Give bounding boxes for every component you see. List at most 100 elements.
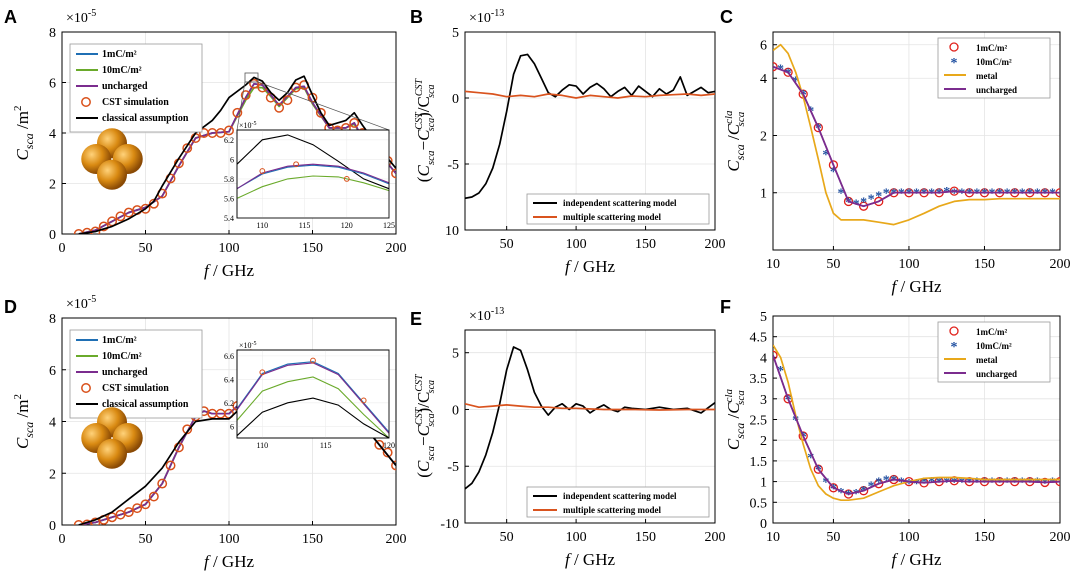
inset-y-tick-label: 5.8 xyxy=(224,175,234,184)
x-tick-label: 200 xyxy=(705,237,726,252)
y-multiplier: ×10-13 xyxy=(469,8,504,26)
inset-multiplier-exponent: -5 xyxy=(252,121,257,127)
x-axis-var: f xyxy=(204,261,211,280)
series-line-uncharged-top xyxy=(773,65,1060,208)
10mc-marker: * xyxy=(1026,476,1033,491)
legend-label-independent-scattering-model: independent scattering model xyxy=(563,198,677,208)
10mc-marker: * xyxy=(1011,476,1018,491)
10mc-marker: * xyxy=(943,476,950,491)
10mc-marker: * xyxy=(996,476,1003,491)
1mc-marker xyxy=(773,350,778,360)
y-multiplier-exponent: -13 xyxy=(491,306,504,317)
10mc-marker: * xyxy=(981,187,988,202)
10mc-marker: * xyxy=(830,165,837,180)
x-tick-label: 50 xyxy=(500,237,514,252)
legend-label-classical-assumption: classical assumption xyxy=(102,399,189,410)
inset-y-tick-label: 6.2 xyxy=(224,136,234,145)
panel-label-e: E xyxy=(410,309,422,329)
y-tick-label: 4 xyxy=(760,72,767,87)
x-axis-label: f / GHz xyxy=(565,550,616,569)
legend-label-classical-assumption: classical assumption xyxy=(102,113,189,124)
1mc-marker xyxy=(828,160,839,170)
inset-y-tick-label: 5.4 xyxy=(224,214,234,223)
cst-marker xyxy=(232,107,243,118)
y-axis-label: Csca /m2 xyxy=(12,105,36,160)
10mc-marker: * xyxy=(890,187,897,202)
1mc-marker xyxy=(798,431,808,441)
series-line-metal xyxy=(773,43,1060,226)
inset-cst-marker xyxy=(259,168,266,174)
x-axis-var: f xyxy=(565,550,572,569)
x-tick-label: 50 xyxy=(500,530,514,545)
y-multiplier-exponent: -5 xyxy=(88,8,96,19)
y-tick-label: 4 xyxy=(760,351,767,366)
x-tick-label: 150 xyxy=(974,257,995,272)
y-tick-label: 4.5 xyxy=(750,331,768,346)
inset-y-tick-label: 6.4 xyxy=(224,375,234,384)
cst-marker xyxy=(157,478,168,489)
x-axis-unit: / GHz xyxy=(570,550,616,569)
y-tick-label: 6 xyxy=(760,39,767,54)
y-tick-label: 1 xyxy=(760,476,767,491)
inset-line-classical-assumption xyxy=(236,134,390,190)
y-multiplier: ×10-5 xyxy=(66,8,96,26)
inset-x-tick-label: 125 xyxy=(383,221,395,230)
inset-y-tick-label: 6.2 xyxy=(224,399,234,408)
cst-marker xyxy=(182,424,193,435)
10mc-marker: * xyxy=(898,187,905,202)
legend-marker xyxy=(949,326,959,336)
x-tick-label: 200 xyxy=(386,532,407,547)
series-line-uncharged-top xyxy=(773,355,1060,495)
10mc-marker: * xyxy=(905,477,912,492)
10mc-marker: * xyxy=(958,187,965,202)
y-multiplier-exponent: -5 xyxy=(88,294,96,305)
cst-marker xyxy=(140,203,151,214)
x-tick-label: 10 xyxy=(766,257,780,272)
inset-line-1mc-m xyxy=(236,164,390,190)
cst-marker xyxy=(240,90,251,101)
y-tick-label: 2 xyxy=(49,178,56,193)
inset-frame xyxy=(236,129,390,219)
inset-a: 5.4 5.6 5.8 6 6.2 110 115 120 125 ×10-5 xyxy=(224,72,395,230)
y-tick-label: 1 xyxy=(760,187,767,202)
y-tick-label: 8 xyxy=(49,26,56,41)
y-tick-label: 5 xyxy=(452,26,459,41)
legend-label-independent-scattering-model: independent scattering model xyxy=(563,491,677,501)
y-tick-label: 2 xyxy=(760,129,767,144)
cst-marker xyxy=(282,95,293,106)
1mc-marker xyxy=(783,67,793,77)
panel-a: A 0 2 4 6 8 0 50 100 150 200 ×10-5 f / GHz Csca /m2 1m… xyxy=(4,7,407,280)
y-tick-label: 3.5 xyxy=(750,372,768,387)
10mc-marker: * xyxy=(883,187,890,202)
inset-y-tick-label: 6.6 xyxy=(224,352,234,361)
series-line-multiple-scattering-model xyxy=(465,402,715,411)
legend-marker: * xyxy=(951,340,958,355)
1mc-marker xyxy=(843,489,854,499)
10mc-marker: * xyxy=(868,193,875,208)
panel-e: E -10 -5 0 5 50 100 150 200 ×10-13 f / GHz (Csca−CC… xyxy=(410,306,726,569)
series-group: ************************************* xyxy=(773,344,1060,503)
x-tick-label: 150 xyxy=(635,237,656,252)
y-tick-label: 6 xyxy=(49,364,56,379)
inset-line-10mc-m xyxy=(236,376,390,439)
10mc-marker: * xyxy=(875,189,882,204)
1mc-marker xyxy=(874,196,884,207)
series-group xyxy=(465,53,715,200)
y-tick-label: 8 xyxy=(49,312,56,327)
inset-d: 6 6.2 6.4 6.6 110 115 120 ×10-5 xyxy=(224,341,395,450)
legend-label-1mc-m: 1mC/m² xyxy=(976,327,1007,337)
plot-frame xyxy=(772,31,1061,251)
cst-marker xyxy=(165,460,176,471)
x-tick-label: 200 xyxy=(705,530,726,545)
inset-y-tick-label: 6 xyxy=(230,422,234,431)
10mc-marker: * xyxy=(973,187,980,202)
10mc-marker: * xyxy=(989,187,996,202)
inset-multiplier: ×10-5 xyxy=(239,341,257,350)
legend-box xyxy=(526,486,710,518)
10mc-marker: * xyxy=(966,476,973,491)
x-tick-label: 50 xyxy=(139,241,153,256)
y-tick-label: -5 xyxy=(447,158,459,173)
y-tick-label: 0 xyxy=(49,228,56,243)
y-axis-label: (Csca−CCSTsca)/CCSTsca xyxy=(414,373,437,478)
legend-label-metal: metal xyxy=(976,355,998,365)
